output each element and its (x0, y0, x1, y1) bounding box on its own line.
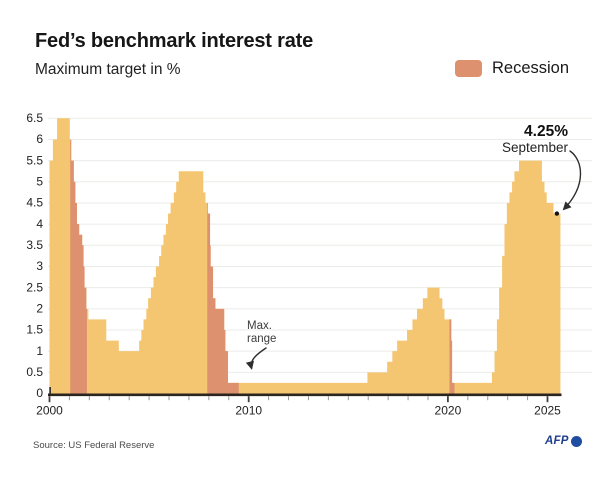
svg-text:0.5: 0.5 (26, 365, 43, 379)
svg-text:2020: 2020 (435, 404, 462, 418)
annotation-arrows (245, 150, 582, 370)
recession-band (70, 139, 87, 395)
svg-text:4.5: 4.5 (26, 196, 43, 210)
recession-band (207, 202, 239, 395)
page-subtitle: Maximum target in % (35, 61, 181, 78)
max-range-line1: Max. (247, 320, 272, 332)
afp-logo: AFP (545, 435, 582, 447)
afp-wordmark: AFP (545, 435, 569, 447)
svg-text:1.5: 1.5 (26, 323, 43, 337)
svg-text:6: 6 (36, 132, 43, 146)
svg-text:0: 0 (36, 386, 43, 400)
svg-text:2000: 2000 (36, 404, 63, 418)
callout-month: September (501, 140, 568, 155)
svg-text:2010: 2010 (235, 404, 262, 418)
svg-text:4: 4 (36, 217, 43, 231)
svg-text:5.5: 5.5 (26, 153, 43, 167)
legend-label: Recession (492, 59, 570, 77)
curved-arrow-down-icon (245, 347, 267, 370)
callout-value: 4.25% (524, 123, 568, 140)
rate-callout: 4.25% September (502, 123, 568, 155)
svg-text:3.5: 3.5 (26, 238, 43, 252)
chart-layers: 0 0.5 1 1.5 2 2.5 3 3.5 4 4.5 5 5.5 6 6.5 2000 2010 2020… (26, 111, 592, 418)
svg-text:3: 3 (36, 259, 43, 273)
max-range-annotation: Max. range (247, 320, 276, 346)
recession-band (449, 319, 455, 395)
svg-text:2.5: 2.5 (26, 280, 43, 294)
svg-text:2025: 2025 (534, 404, 561, 418)
page-title: Fed’s benchmark interest rate (35, 30, 314, 52)
max-range-line2: range (247, 333, 277, 345)
legend: Recession (455, 59, 569, 78)
svg-text:2: 2 (36, 302, 43, 316)
svg-text:5: 5 (36, 175, 43, 189)
source-note: Source: US Federal Reserve (33, 440, 155, 451)
svg-text:6.5: 6.5 (26, 111, 43, 125)
afp-globe-icon (570, 435, 582, 447)
recession-swatch (455, 60, 482, 77)
svg-text:1: 1 (36, 344, 43, 358)
latest-value-dot (554, 211, 560, 216)
curved-arrow-icon (562, 150, 582, 211)
rate-area-series (49, 118, 561, 395)
